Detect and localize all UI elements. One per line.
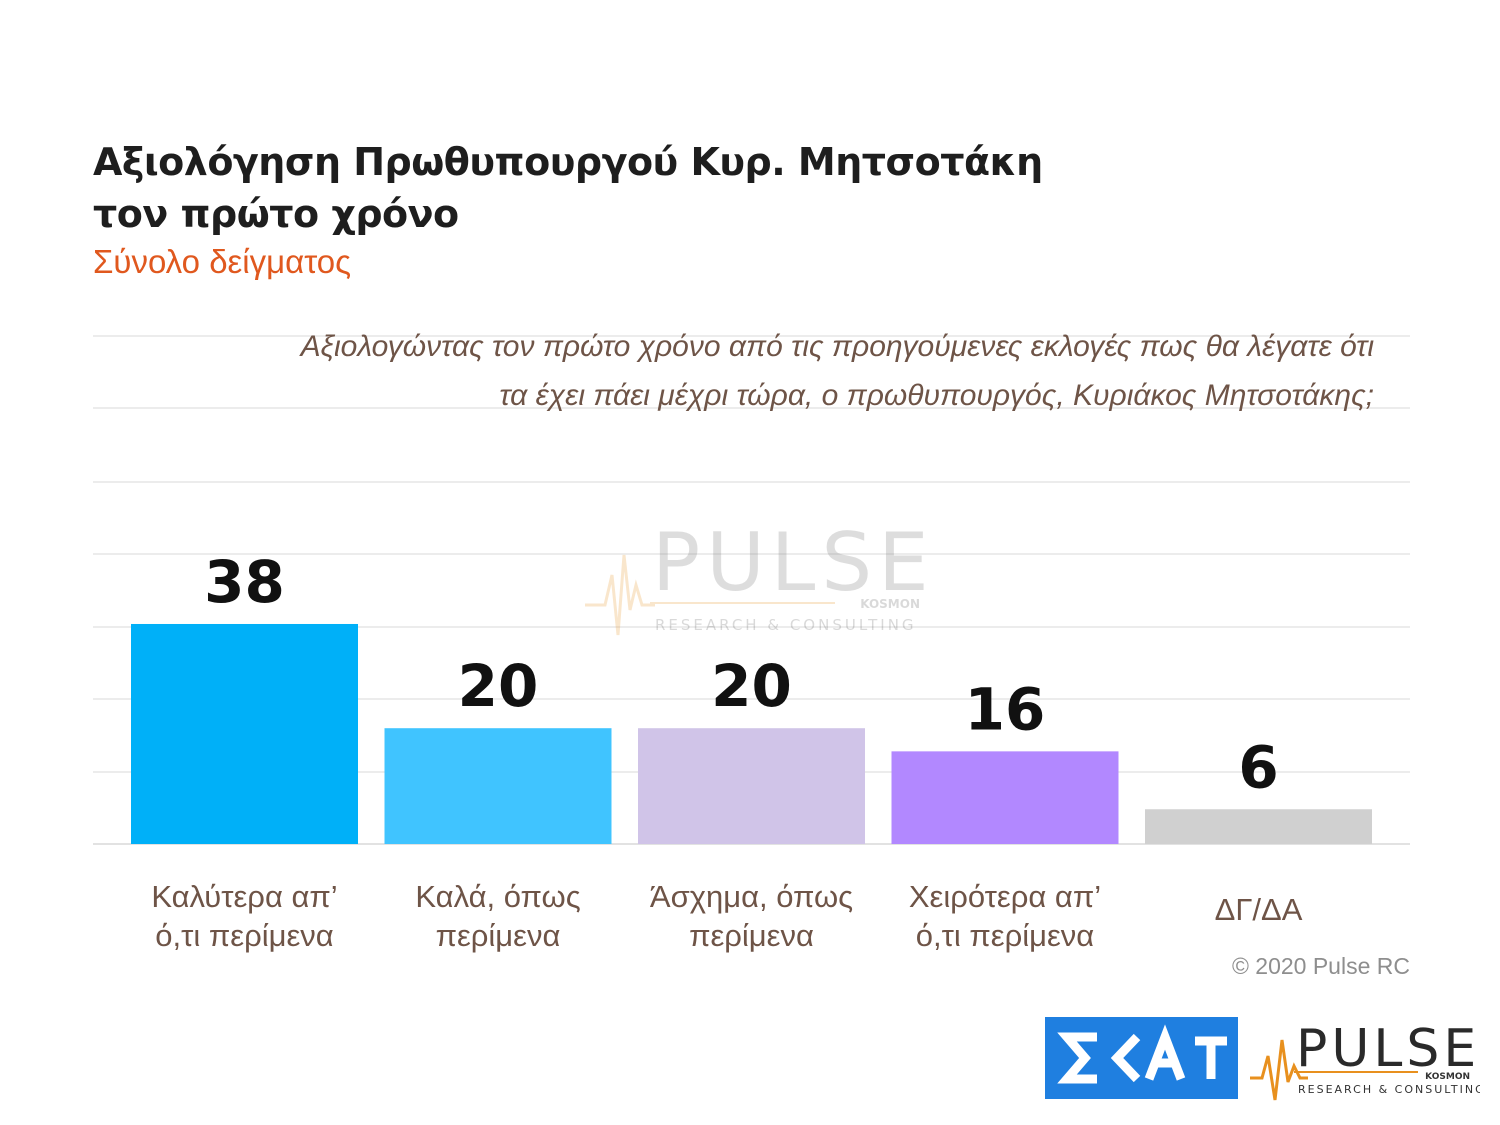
bar [384, 728, 612, 844]
category-label: Καλύτερα απ’ [151, 879, 337, 914]
value-label: 20 [711, 652, 792, 720]
pulse-logo-wave-icon [1250, 1039, 1308, 1101]
category-label: Καλά, όπως [415, 879, 580, 914]
category-label: περίμενα [436, 918, 561, 953]
bar [131, 623, 358, 844]
watermark-brand: PULSE [652, 516, 930, 609]
value-label: 16 [965, 675, 1046, 743]
pulse-logo-tagline: RESEARCH & CONSULTING [1298, 1083, 1480, 1096]
category-label: περίμενα [689, 918, 814, 953]
category-label: Χειρότερα απ’ [909, 879, 1101, 914]
chart-subtitle: Σύνολο δείγματος [93, 243, 352, 280]
value-label: 20 [458, 652, 539, 720]
chart-title-line-2: τον πρώτο χρόνο [93, 192, 459, 236]
chart-title-line-1: Αξιολόγηση Πρωθυπουργού Κυρ. Μητσοτάκη [93, 140, 1043, 184]
skai-logo [1045, 1017, 1238, 1099]
category-label: ό,τι περίμενα [155, 918, 334, 953]
pulse-logo-kosmon: KOSMON [1425, 1072, 1470, 1082]
bar [638, 728, 865, 844]
pulse-logo: PULSE KOSMON RESEARCH & CONSULTING [1250, 1019, 1480, 1101]
category-labels: Καλύτερα απ’ ό,τι περίμενα Καλά, όπως περίμ… [151, 879, 1302, 953]
bar [891, 751, 1119, 844]
survey-question-line-1: Αξιολογώντας τον πρώτο χρόνο από τις προ… [300, 330, 1374, 363]
watermark-tagline: RESEARCH & CONSULTING [655, 616, 917, 634]
survey-question-line-2: τα έχει πάει μέχρι τώρα, ο πρωθυπουργός,… [499, 379, 1374, 412]
category-label: ό,τι περίμενα [916, 918, 1095, 953]
copyright: © 2020 Pulse RC [1231, 953, 1410, 979]
value-label: 38 [204, 548, 285, 616]
bars [131, 623, 1372, 844]
pulse-logo-brand: PULSE [1296, 1019, 1480, 1079]
value-label: 6 [1238, 733, 1278, 801]
pulse-watermark: PULSE KOSMON RESEARCH & CONSULTING [585, 516, 930, 636]
pulse-wave-icon [585, 554, 655, 636]
category-label: Άσχημα, όπως [650, 879, 853, 914]
chart-title: Αξιολόγηση Πρωθυπουργού Κυρ. Μητσοτάκη τ… [93, 136, 1043, 240]
category-label: ΔΓ/ΔΑ [1215, 892, 1303, 927]
value-labels: 38 20 20 16 6 [204, 548, 1279, 801]
skai-logo-icon [1057, 1024, 1227, 1084]
bar [1145, 809, 1372, 844]
watermark-kosmon: KOSMON [860, 597, 920, 611]
survey-question: Αξιολογώντας τον πρώτο χρόνο από τις προ… [254, 322, 1374, 420]
